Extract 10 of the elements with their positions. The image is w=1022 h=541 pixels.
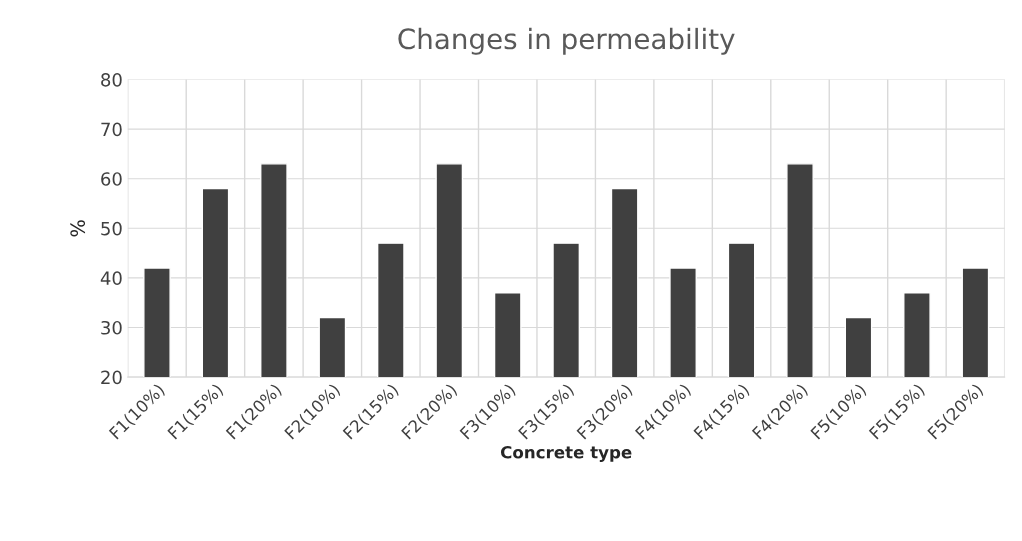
chart-title: Changes in permeability [398,27,735,55]
y-tick-label: 60 [101,172,122,186]
y-tick-label: 80 [101,72,122,87]
y-tick-label: 70 [101,122,122,137]
y-tick-label: 30 [101,320,122,335]
y-tick-label: 50 [101,221,122,236]
y-tick-label: 40 [100,271,122,286]
y-tick-label: 20 [101,370,122,385]
y-axis-title: % [70,220,86,237]
x-axis-title: Concrete type [500,445,632,462]
